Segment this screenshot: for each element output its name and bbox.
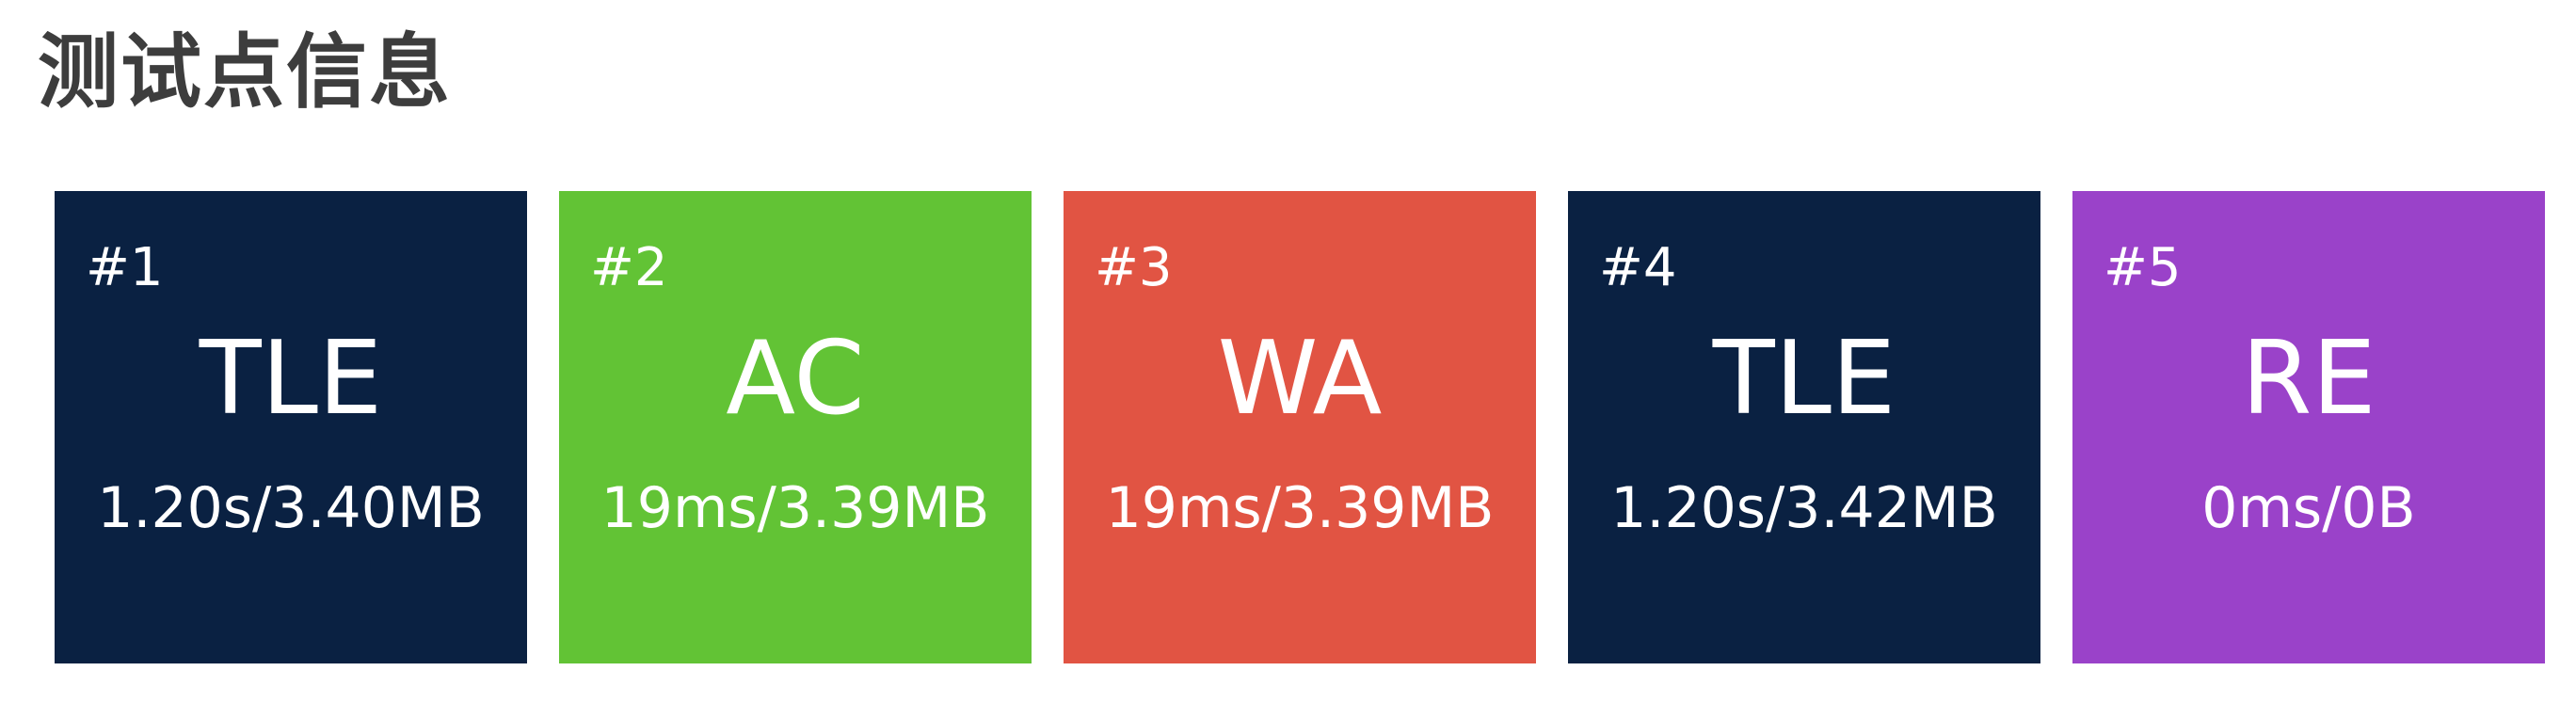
test-case-card-5[interactable]: #5 RE 0ms/0B	[2072, 191, 2545, 663]
test-case-card-4[interactable]: #4 TLE 1.20s/3.42MB	[1568, 191, 2040, 663]
test-case-card-2[interactable]: #2 AC 19ms/3.39MB	[559, 191, 1032, 663]
test-case-number: #5	[2104, 237, 2182, 298]
test-case-status: AC	[726, 320, 865, 438]
test-case-usage: 0ms/0B	[2201, 475, 2416, 541]
test-case-usage: 19ms/3.39MB	[600, 475, 990, 541]
test-case-usage: 19ms/3.39MB	[1105, 475, 1495, 541]
test-case-number: #1	[86, 237, 164, 298]
test-case-number: #4	[1599, 237, 1677, 298]
test-case-usage: 1.20s/3.40MB	[97, 475, 485, 541]
test-case-list: #1 TLE 1.20s/3.40MB #2 AC 19ms/3.39MB #3…	[55, 191, 2545, 663]
test-case-number: #3	[1095, 237, 1173, 298]
test-case-status: RE	[2241, 320, 2376, 438]
test-case-status: TLE	[1712, 320, 1896, 438]
test-case-number: #2	[590, 237, 668, 298]
test-case-status: TLE	[199, 320, 383, 438]
test-case-status: WA	[1217, 320, 1383, 438]
test-case-card-1[interactable]: #1 TLE 1.20s/3.40MB	[55, 191, 527, 663]
test-case-usage: 1.20s/3.42MB	[1610, 475, 1998, 541]
test-case-card-3[interactable]: #3 WA 19ms/3.39MB	[1064, 191, 1536, 663]
page-title: 测试点信息	[38, 25, 452, 120]
